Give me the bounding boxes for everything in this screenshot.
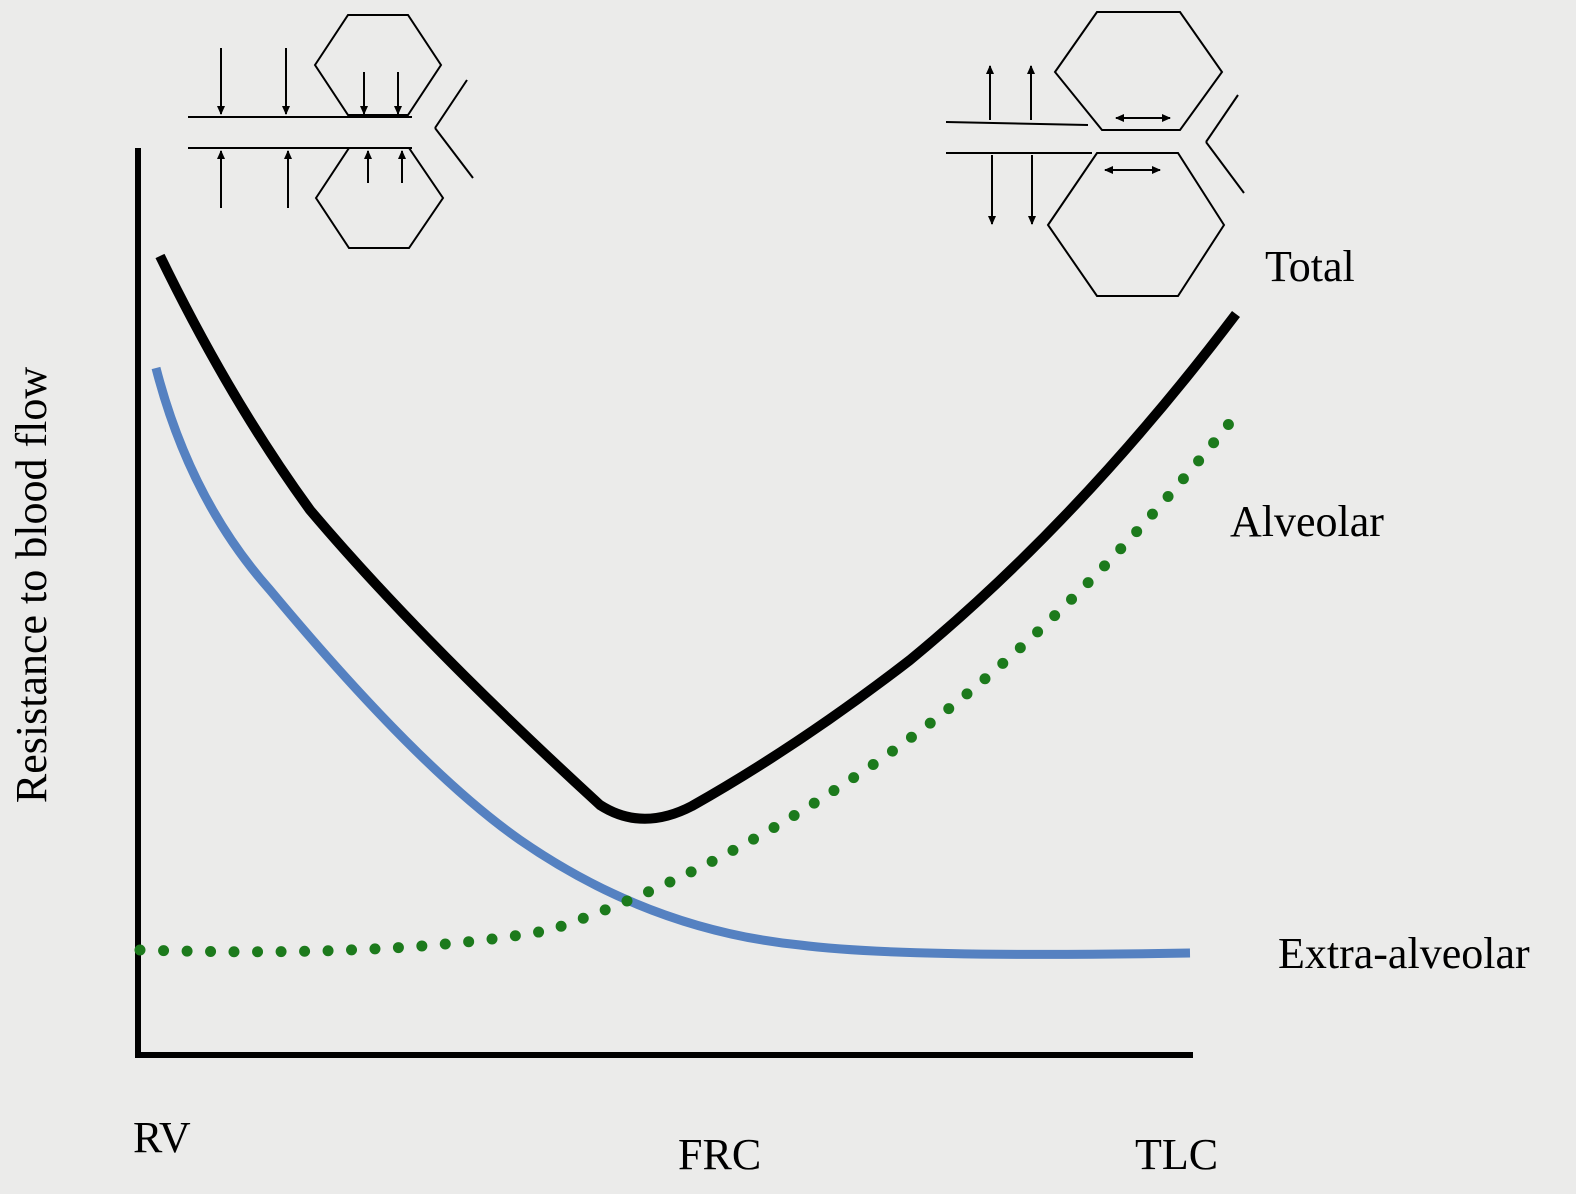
x-label-tlc: TLC [1135,1130,1218,1179]
total-label: Total [1265,242,1355,291]
background [0,0,1576,1189]
x-label-rv: RV [133,1113,191,1162]
y-axis-label: Resistance to blood flow [7,367,56,803]
extra-alveolar-label: Extra-alveolar [1278,929,1530,978]
x-label-frc: FRC [678,1130,761,1179]
diagram: Resistance to blood flow RV FRC TLC Tota… [0,0,1576,1189]
alveolar-label: Alveolar [1230,497,1384,546]
